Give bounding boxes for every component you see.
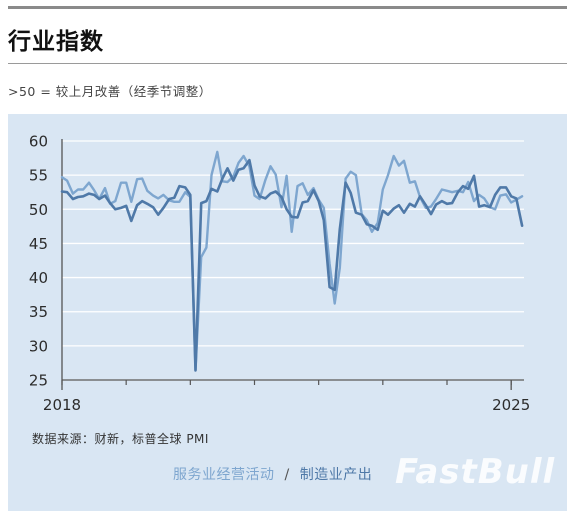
chart-subtitle: >50 = 较上月改善（经季节调整） <box>8 84 212 99</box>
legend-entry-services: 服务业经营活动 <box>173 467 275 483</box>
x-tick-label-2025: 2025 <box>492 396 530 414</box>
watermark-logo: FastBull <box>395 452 556 492</box>
y-tick-label-35: 35 <box>29 303 48 321</box>
y-tick-label-45: 45 <box>29 235 48 253</box>
title-divider <box>8 63 567 64</box>
y-tick-label-60: 60 <box>29 133 48 151</box>
axes: 25 30 35 40 45 50 55 60 2018 2025 <box>29 133 530 415</box>
x-tick-label-2018: 2018 <box>43 396 81 414</box>
y-tick-label-55: 55 <box>29 167 48 185</box>
legend-entry-manufacturing: 制造业产出 <box>299 467 373 483</box>
y-tick-label-25: 25 <box>29 372 48 390</box>
top-rule <box>8 6 567 9</box>
y-tick-label-40: 40 <box>29 269 48 287</box>
series-line-services <box>60 150 524 371</box>
legend: 服务业经营活动 / 制造业产出 <box>173 464 372 484</box>
y-tick-label-30: 30 <box>29 337 48 355</box>
series-line-manufacturing <box>60 158 524 372</box>
page-title: 行业指数 <box>8 29 104 55</box>
legend-separator: / <box>284 467 290 483</box>
y-tick-label-50: 50 <box>29 201 48 219</box>
series-lines <box>60 150 524 372</box>
source-note: 数据来源：财新，标普全球 PMI <box>32 432 209 446</box>
grid-lines <box>62 140 524 381</box>
